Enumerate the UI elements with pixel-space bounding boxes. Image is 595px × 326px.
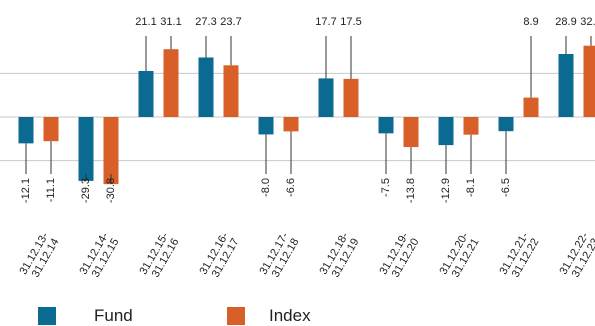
x-tick-label: 31.12.14-31.12.15 xyxy=(77,230,121,283)
bar-fund xyxy=(78,117,94,181)
data-label: -30.8 xyxy=(105,178,117,203)
bar-fund xyxy=(378,117,394,134)
data-label: -8.1 xyxy=(465,178,477,197)
data-label: 23.7 xyxy=(220,16,241,28)
data-label: -11.1 xyxy=(45,178,57,202)
x-tick-label: 31.12.22-31.12.23 xyxy=(557,230,595,283)
x-tick-label: 31.12.20-31.12.21 xyxy=(437,230,481,283)
data-label: -8.0 xyxy=(260,178,272,197)
bar-index xyxy=(223,65,239,117)
bar-fund xyxy=(438,117,454,146)
x-tick-label: 31.12.18-31.12.19 xyxy=(317,230,361,283)
bar-fund xyxy=(318,78,334,117)
data-label: -12.1 xyxy=(20,178,32,203)
legend-swatch-index xyxy=(227,307,245,325)
x-tick-label: 31.12.21-31.12.22 xyxy=(497,230,541,283)
data-label: 31.1 xyxy=(160,16,181,28)
bar-index xyxy=(463,117,479,135)
bar-fund xyxy=(198,57,214,117)
data-label: 27.3 xyxy=(195,16,216,28)
x-tick-label: 31.12.13-31.12.14 xyxy=(17,230,61,283)
x-tick-label: 31.12.16-31.12.17 xyxy=(197,230,241,283)
legend-item-index: Index xyxy=(227,306,311,326)
bar-index xyxy=(283,117,299,132)
bar-index xyxy=(583,45,595,117)
data-label: -13.8 xyxy=(405,178,417,203)
data-label: -6.6 xyxy=(285,178,297,197)
bar-index xyxy=(403,117,419,148)
data-label: 8.9 xyxy=(523,16,538,28)
chart-legend: Fund Index xyxy=(0,300,595,326)
bar-fund xyxy=(558,53,574,117)
data-label: -12.9 xyxy=(440,178,452,203)
legend-swatch-fund xyxy=(38,307,56,325)
data-label: -7.5 xyxy=(380,178,392,197)
bar-index xyxy=(103,117,119,185)
bar-index xyxy=(343,78,359,117)
data-label: 28.9 xyxy=(555,16,576,28)
legend-label-index: Index xyxy=(269,306,311,325)
data-label: 21.1 xyxy=(135,16,156,28)
data-label: 17.7 xyxy=(315,16,336,28)
legend-label-fund: Fund xyxy=(94,306,133,325)
data-label: 17.5 xyxy=(340,16,361,28)
bar-fund xyxy=(498,117,514,132)
bar-index xyxy=(523,97,539,117)
bar-fund xyxy=(18,117,34,144)
x-tick-label: 31.12.15-31.12.16 xyxy=(137,230,181,283)
bar-fund xyxy=(258,117,274,135)
bar-index xyxy=(163,49,179,118)
data-label: 32.7 xyxy=(580,16,595,28)
x-tick-label: 31.12.19-31.12.20 xyxy=(377,230,421,283)
data-label: -29.3 xyxy=(80,178,92,203)
legend-item-fund: Fund xyxy=(38,306,133,326)
bar-fund xyxy=(138,71,154,117)
data-label: -6.5 xyxy=(500,178,512,197)
x-tick-label: 31.12.17-31.12.18 xyxy=(257,230,301,283)
bar-index xyxy=(43,117,59,142)
